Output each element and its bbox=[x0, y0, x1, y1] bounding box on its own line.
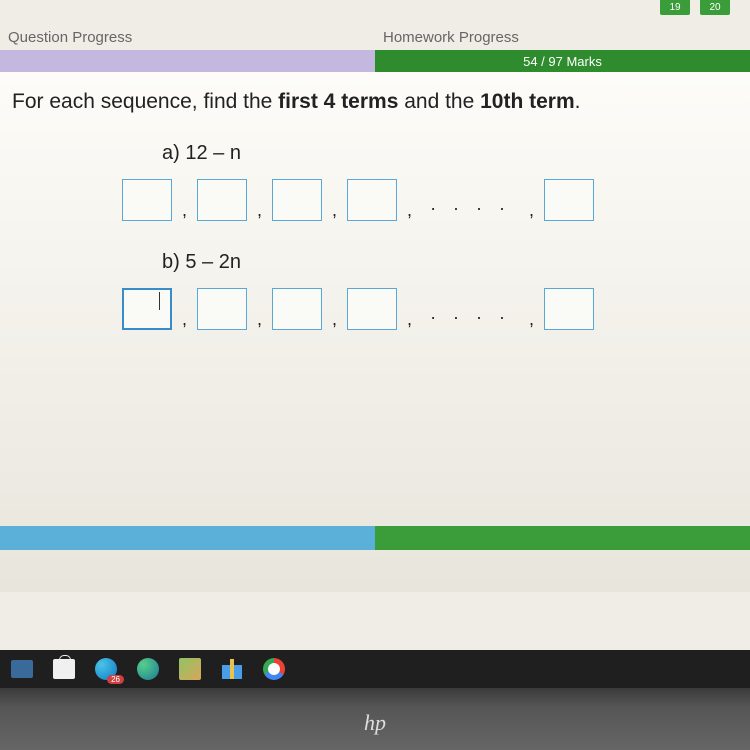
prompt-prefix: For each sequence, find the bbox=[12, 90, 278, 113]
part-a: a) 12 – n , , , , · · · · , bbox=[162, 142, 738, 221]
part-a-label: a) 12 – n bbox=[162, 142, 738, 165]
prompt-bold2: 10th term bbox=[480, 90, 575, 113]
separator-comma: , bbox=[257, 200, 262, 221]
part-a-term-2[interactable] bbox=[197, 179, 247, 221]
homework-progress-label: Homework Progress bbox=[375, 25, 750, 50]
part-a-term-1[interactable] bbox=[122, 179, 172, 221]
prompt-suffix: . bbox=[575, 90, 581, 113]
taskbar-chrome-icon[interactable] bbox=[262, 657, 286, 681]
separator-comma: , bbox=[182, 200, 187, 221]
nav-tab-19[interactable]: 19 bbox=[660, 0, 690, 15]
part-b-term-10[interactable] bbox=[544, 288, 594, 330]
taskbar-edge-icon[interactable]: 26 bbox=[94, 657, 118, 681]
part-a-answers: , , , , · · · · , bbox=[122, 179, 738, 221]
part-b-term-1[interactable] bbox=[122, 288, 172, 330]
part-b-answers: , , , , · · · · , bbox=[122, 288, 738, 330]
progress-row: Question Progress Homework Progress 54 /… bbox=[0, 25, 750, 72]
separator-comma: , bbox=[332, 200, 337, 221]
part-a-term-4[interactable] bbox=[347, 179, 397, 221]
bottom-action-strip bbox=[0, 526, 750, 550]
prompt-mid: and the bbox=[398, 90, 480, 113]
homework-progress-bar: 54 / 97 Marks bbox=[375, 50, 750, 72]
separator-comma: , bbox=[529, 200, 534, 221]
text-cursor bbox=[159, 292, 160, 310]
prompt-bold1: first 4 terms bbox=[278, 90, 398, 113]
separator-comma: , bbox=[332, 309, 337, 330]
separator-comma: , bbox=[182, 309, 187, 330]
hp-logo: hp bbox=[364, 710, 386, 736]
part-a-term-3[interactable] bbox=[272, 179, 322, 221]
question-nav-tabs: 19 20 bbox=[660, 0, 730, 15]
part-b-label: b) 5 – 2n bbox=[162, 251, 738, 274]
part-a-term-10[interactable] bbox=[544, 179, 594, 221]
separator-comma: , bbox=[529, 309, 534, 330]
question-content: For each sequence, find the first 4 term… bbox=[0, 72, 750, 592]
question-prompt: For each sequence, find the first 4 term… bbox=[12, 90, 738, 114]
part-b-term-2[interactable] bbox=[197, 288, 247, 330]
laptop-bezel: hp bbox=[0, 688, 750, 750]
taskbar-folder-icon[interactable] bbox=[10, 657, 34, 681]
app-screen: 19 20 Question Progress Homework Progres… bbox=[0, 0, 750, 650]
part-b-term-3[interactable] bbox=[272, 288, 322, 330]
question-progress-label: Question Progress bbox=[0, 25, 375, 50]
part-b-term-4[interactable] bbox=[347, 288, 397, 330]
taskbar-box-icon[interactable] bbox=[178, 657, 202, 681]
separator-comma: , bbox=[407, 309, 412, 330]
edge-badge: 26 bbox=[107, 675, 124, 684]
taskbar-store-icon[interactable] bbox=[52, 657, 76, 681]
question-progress-section: Question Progress bbox=[0, 25, 375, 72]
separator-dots: · · · · bbox=[430, 307, 511, 328]
windows-taskbar: 26 bbox=[0, 650, 750, 688]
separator-comma: , bbox=[257, 309, 262, 330]
taskbar-gift-icon[interactable] bbox=[220, 657, 244, 681]
homework-progress-section: Homework Progress 54 / 97 Marks bbox=[375, 25, 750, 72]
nav-tab-20[interactable]: 20 bbox=[700, 0, 730, 15]
separator-comma: , bbox=[407, 200, 412, 221]
strip-left[interactable] bbox=[0, 526, 375, 550]
strip-right[interactable] bbox=[375, 526, 750, 550]
question-progress-bar bbox=[0, 50, 375, 72]
separator-dots: · · · · bbox=[430, 198, 511, 219]
taskbar-edge2-icon[interactable] bbox=[136, 657, 160, 681]
part-b: b) 5 – 2n , , , , · · · · , bbox=[162, 251, 738, 330]
